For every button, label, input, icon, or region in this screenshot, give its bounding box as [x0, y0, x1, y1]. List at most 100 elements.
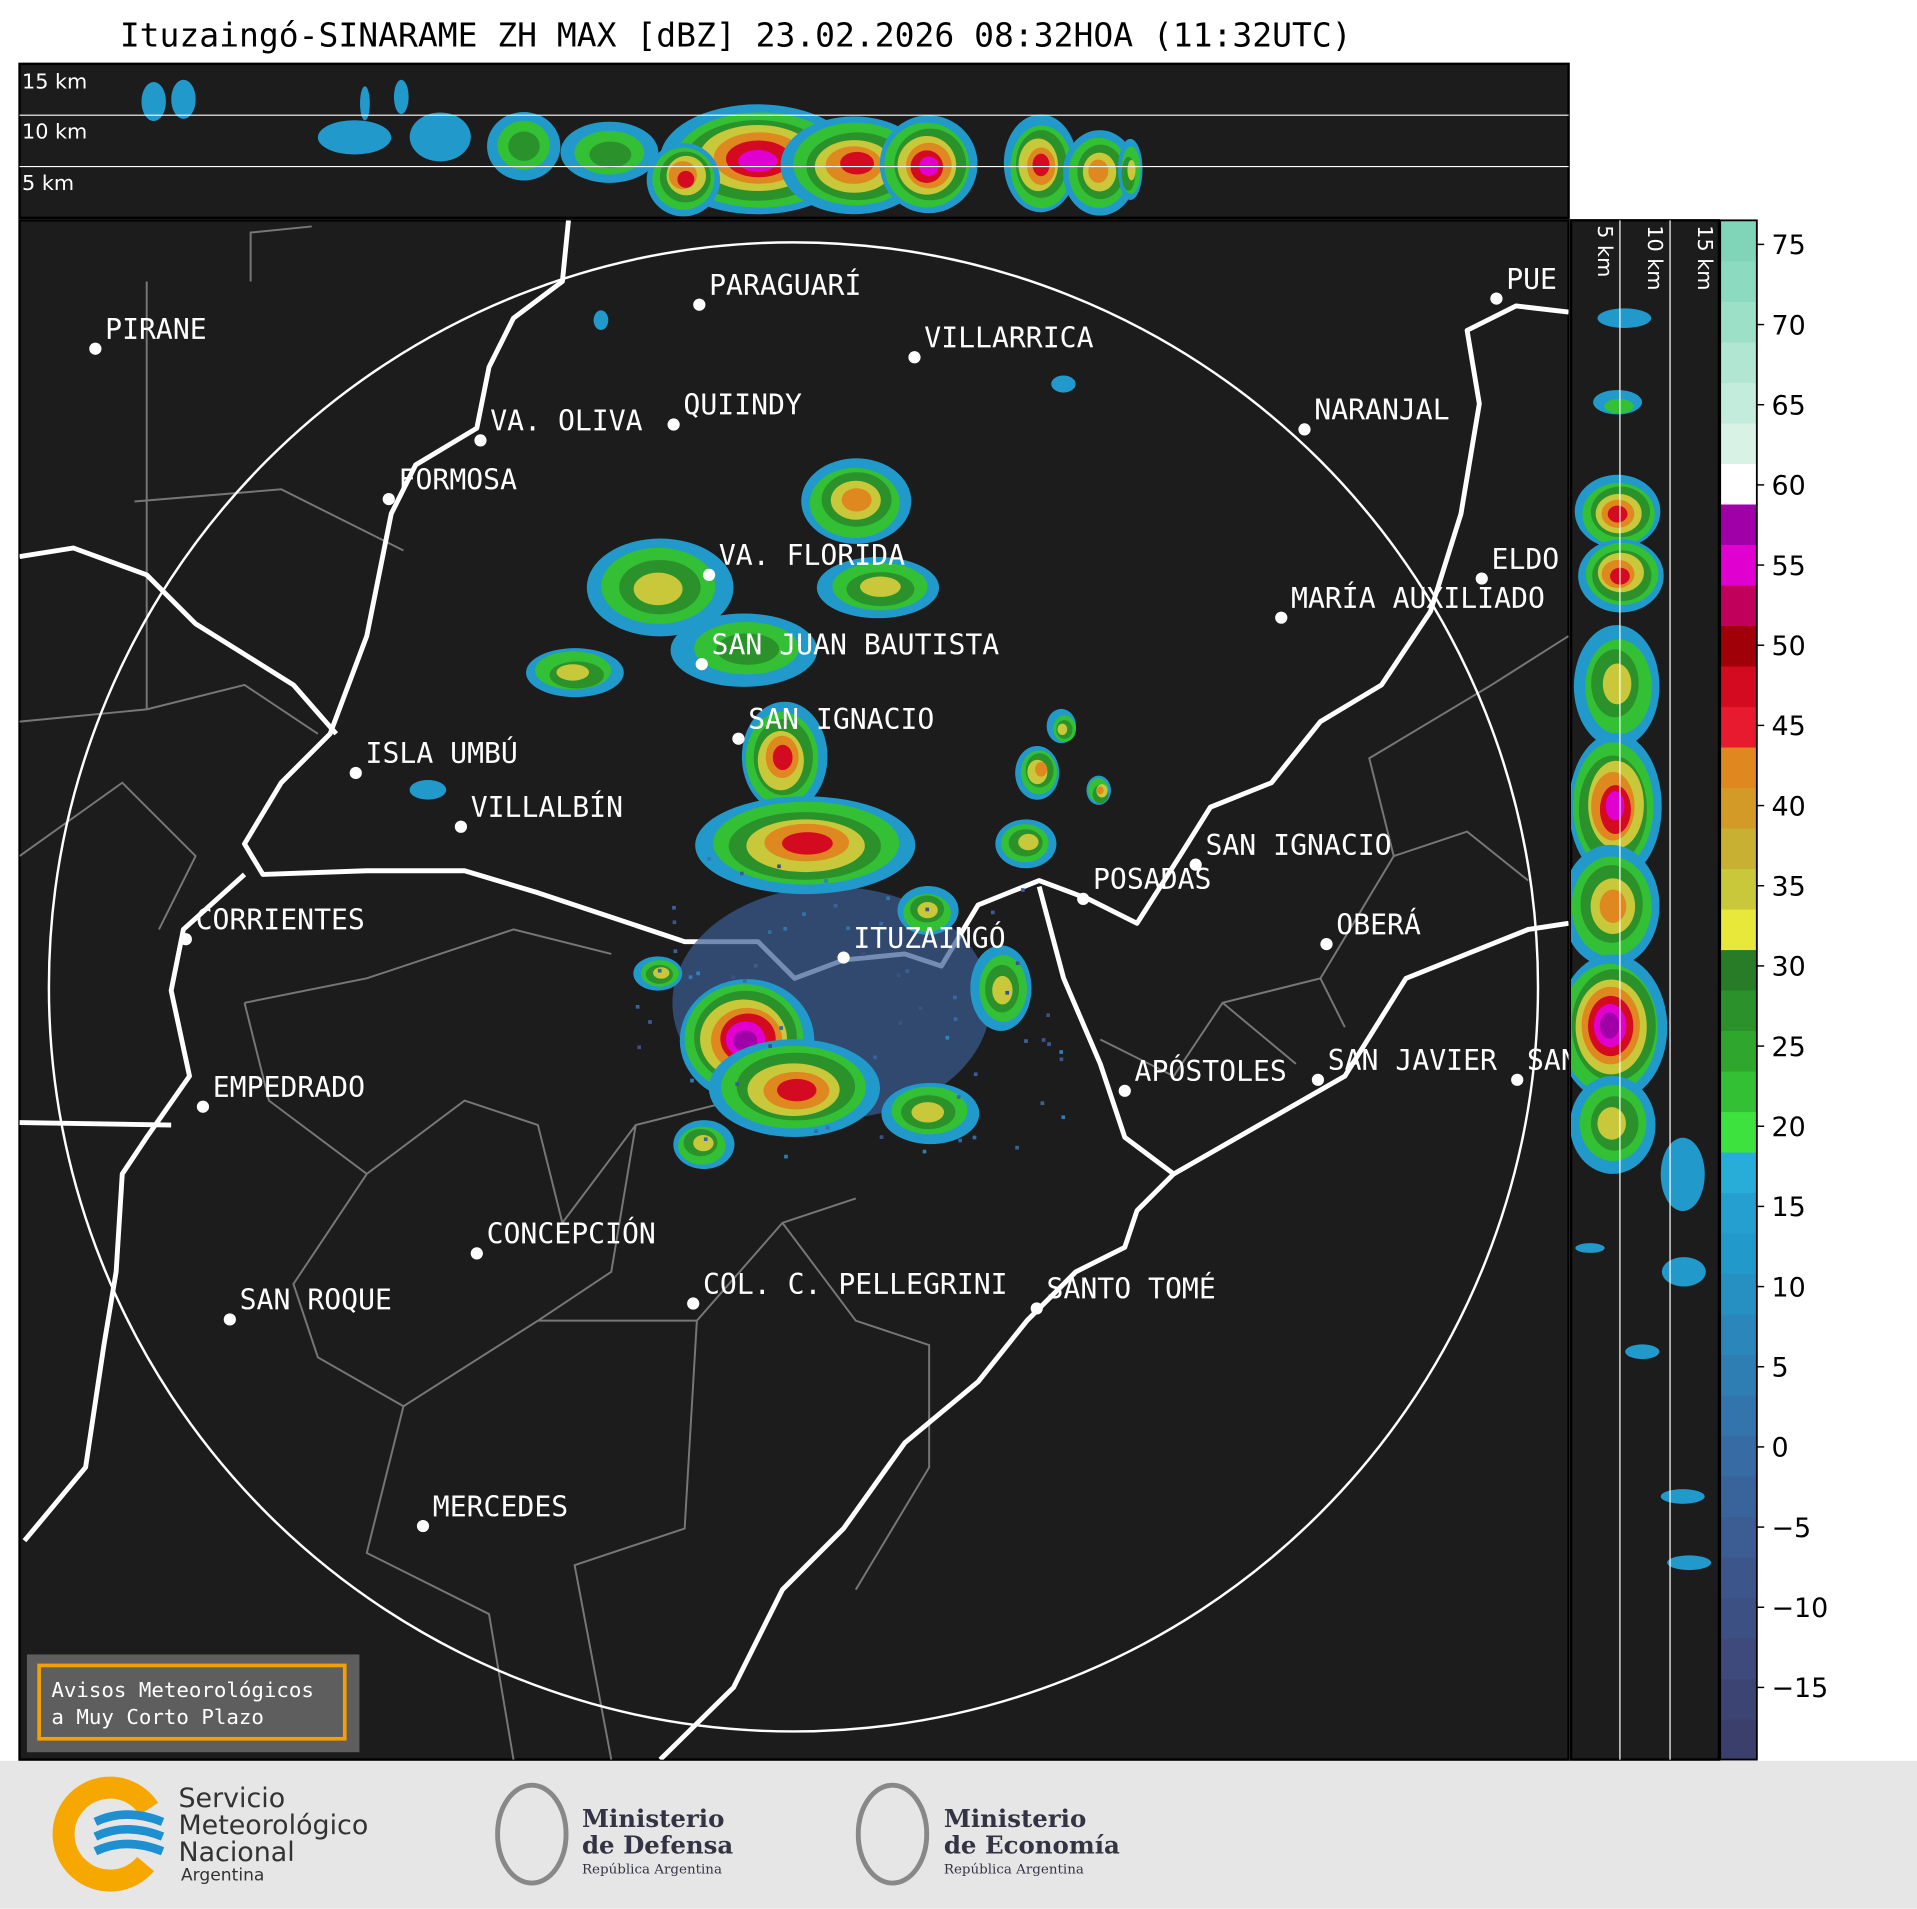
echo [846, 926, 850, 931]
colorbar-swatch [1720, 949, 1757, 991]
echo [1024, 1039, 1028, 1043]
echo [753, 963, 758, 968]
colorbar-tick-label: 25 [1772, 1032, 1806, 1063]
colorbar-swatch [1720, 382, 1757, 424]
colorbar-tick-label: 65 [1772, 391, 1806, 422]
echo [1607, 505, 1628, 523]
colorbar-swatch [1720, 341, 1757, 383]
colorbar-tick-label: 55 [1772, 551, 1806, 582]
echo [824, 879, 828, 883]
colorbar-swatch [1720, 989, 1757, 1032]
place-label: MERCEDES [433, 1490, 568, 1523]
colorbar-tick-label: −15 [1772, 1673, 1829, 1704]
echo [922, 1149, 927, 1154]
echo [925, 907, 930, 912]
echo [1605, 791, 1625, 821]
echo [672, 905, 676, 910]
place-dot [687, 1297, 700, 1310]
logo-strip [0, 1760, 1917, 1909]
place-dot [382, 492, 395, 506]
colorbar-swatch [1720, 1476, 1757, 1518]
logo-text: Argentina [181, 1866, 264, 1886]
notice-frame [37, 1663, 347, 1741]
place-label: SAN IGNACIO [1205, 829, 1391, 862]
colorbar-swatch [1720, 1395, 1757, 1437]
colorbar-swatch [1720, 301, 1757, 343]
place-label: ISLA UMBÚ [366, 736, 518, 770]
echo [1035, 762, 1048, 777]
echo [973, 1072, 978, 1077]
notice-box [26, 1654, 360, 1753]
height-label: 15 km [22, 69, 87, 93]
place-dot [474, 434, 487, 447]
place-dot [1275, 611, 1288, 624]
colorbar-swatch [1720, 1151, 1757, 1194]
echo [1040, 1101, 1045, 1106]
echo [633, 572, 683, 606]
place-dot [1320, 937, 1333, 951]
echo [672, 920, 677, 925]
place-label: NARANJAL [1314, 394, 1449, 427]
place-label: EMPEDRADO [213, 1071, 365, 1104]
echo [740, 871, 744, 876]
echo [1018, 833, 1039, 851]
place-label: QUIINDY [683, 389, 802, 422]
colorbar-swatch [1720, 1070, 1757, 1113]
place-label: SAN [1527, 1044, 1578, 1077]
echo [1061, 1115, 1066, 1120]
colorbar-swatch [1720, 422, 1757, 464]
colorbar-swatch [1720, 1719, 1757, 1761]
echo [873, 1055, 877, 1060]
echo [860, 576, 901, 597]
logo-shield [855, 1782, 930, 1886]
colorbar-tick-label: −10 [1772, 1593, 1829, 1624]
echo [1604, 398, 1634, 414]
place-label: PUE [1506, 263, 1557, 296]
place-label: MARÍA AUXILIADO [1291, 581, 1545, 615]
colorbar-swatch [1720, 1597, 1757, 1639]
echo [696, 971, 700, 976]
economia-logo: Ministerio de Economía República Argenti… [855, 1782, 1120, 1886]
smn-logo: Servicio Meteorológico Nacional Argentin… [52, 1776, 368, 1892]
place-dot [695, 658, 708, 671]
colorbar-swatch [1720, 1314, 1757, 1356]
echo [1015, 1145, 1019, 1150]
echo [1599, 889, 1627, 923]
echo [703, 1137, 708, 1142]
colorbar-swatch [1720, 1192, 1757, 1234]
notice-line: Avisos Meteorológicos [51, 1678, 314, 1702]
colorbar-tick-label: 70 [1772, 310, 1806, 341]
echo [879, 921, 884, 926]
notice-line: a Muy Corto Plazo [51, 1705, 264, 1729]
echo [772, 744, 793, 771]
echo [707, 856, 711, 861]
echo [1625, 1344, 1660, 1360]
colorbar-tick-label: 50 [1772, 631, 1806, 662]
echo [1047, 1042, 1051, 1046]
colorbar-tick-label: 20 [1772, 1112, 1806, 1143]
colorbar-swatch [1720, 260, 1757, 302]
echo [782, 832, 833, 855]
place-dot [89, 342, 102, 355]
place-label: SANTO TOMÉ [1047, 1272, 1216, 1306]
place-dot [196, 1100, 210, 1113]
place-label: OBERÁ [1336, 907, 1421, 941]
echo [1597, 308, 1652, 328]
height-label: 5 km [1593, 225, 1617, 277]
colorbar-swatch [1720, 625, 1757, 667]
place-label: VA. FLORIDA [719, 539, 905, 572]
echo [990, 910, 995, 915]
place-dot [470, 1247, 483, 1260]
place-label: PARAGUARÍ [709, 268, 861, 302]
place-dot [732, 732, 745, 745]
logo-text: República Argentina [582, 1862, 722, 1877]
echo [777, 864, 781, 869]
logo-text: Meteorológico [178, 1810, 368, 1841]
place-label: VILLARRICA [924, 321, 1093, 354]
echo [657, 968, 662, 973]
echo [716, 633, 780, 665]
colorbar-swatch [1720, 1678, 1757, 1720]
echo [814, 1129, 818, 1134]
place-label: CORRIENTES [196, 903, 365, 936]
